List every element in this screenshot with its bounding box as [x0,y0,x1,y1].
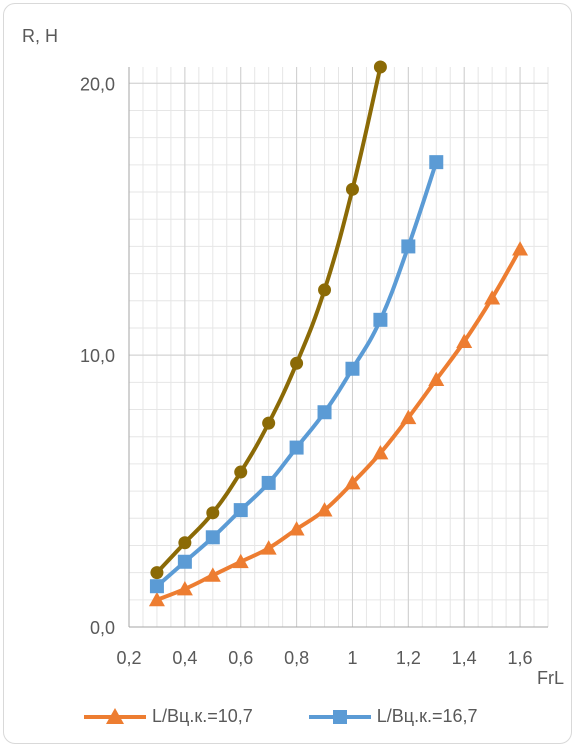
x-tick-label: 1,4 [452,648,477,668]
triangle-marker [484,290,501,305]
series-3 [150,60,387,580]
x-tick-label: 0,4 [172,648,197,668]
x-tick-label: 0,8 [284,648,309,668]
x-tick-label: 0,2 [116,648,141,668]
circle-marker [290,356,304,370]
y-tick-label: 0,0 [90,618,115,638]
x-tick-label: 0,6 [228,648,253,668]
triangle-marker [316,502,333,517]
legend-swatch-series-1 [84,707,146,726]
triangle-marker [344,474,361,490]
triangle-marker [428,371,445,387]
square-marker [233,503,248,518]
square-marker [261,475,276,490]
series-2 [149,155,444,594]
x-axis-label: FrL [537,668,564,688]
triangle-marker [456,333,473,348]
grid [128,67,549,628]
square-marker [205,530,220,545]
circle-marker [234,465,248,479]
triangle-marker [260,540,277,555]
triangle-marker [372,445,389,460]
triangle-marker-icon [106,707,124,724]
series-1 [148,241,529,607]
square-marker [289,440,304,455]
circle-marker [345,182,359,196]
chart-frame [3,3,572,744]
legend-label-series-2: L/Вц.к.=16,7 [376,706,478,726]
legend-item-series-1: L/Вц.к.=10,7 [84,706,253,727]
square-marker [149,579,164,594]
triangle-marker [512,241,529,256]
y-axis-label: R, Н [22,26,58,46]
square-marker [429,155,444,170]
series-group [148,60,529,607]
circle-marker [150,566,164,580]
y-tick-label: 20,0 [80,74,115,94]
square-marker [177,554,192,569]
legend: L/Вц.к.=10,7 L/Вц.к.=16,7 [84,706,478,727]
square-marker [345,361,360,376]
x-tick-label: 1 [347,648,357,668]
square-marker [401,239,416,254]
legend-swatch-series-2 [308,708,371,726]
triangle-marker [148,591,165,607]
legend-label-series-1: L/Вц.к.=10,7 [152,706,253,726]
y-tick-label: 10,0 [80,346,115,366]
square-marker [373,312,388,327]
triangle-marker [204,567,221,582]
circle-marker [262,416,276,430]
x-tick-label: 1,2 [396,648,421,668]
square-marker-icon [332,709,347,724]
circle-marker [318,283,332,297]
circle-marker [206,506,220,520]
triangle-marker [288,521,305,536]
triangle-marker [232,553,249,569]
legend-item-series-2: L/Вц.к.=16,7 [308,706,478,727]
x-tick-label: 1,6 [508,648,533,668]
square-marker [317,405,332,420]
axes: 0,0 10,0 20,0 0,2 0,4 0,6 0,8 1 1,2 1,4 1,6 [80,67,548,668]
circle-marker [373,60,387,74]
triangle-marker [176,580,193,596]
triangle-marker [400,409,417,425]
circle-marker [178,536,192,550]
